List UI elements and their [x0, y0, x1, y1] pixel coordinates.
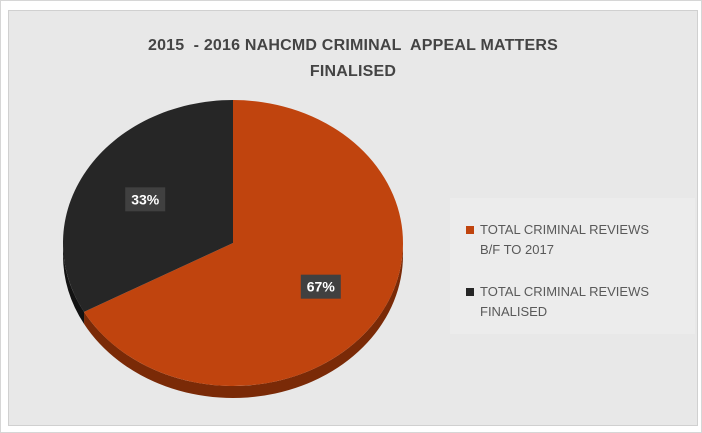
chart-area: 2015 - 2016 NAHCMD CRIMINAL APPEAL MATTE…	[8, 10, 698, 426]
legend-item-reviews-bf: TOTAL CRIMINAL REVIEWS B/F TO 2017	[466, 220, 690, 260]
pie-slice-reviews-finalised-label-box	[125, 187, 166, 212]
legend-label-reviews-bf: TOTAL CRIMINAL REVIEWS B/F TO 2017	[480, 222, 650, 257]
chart-title: 2015 - 2016 NAHCMD CRIMINAL APPEAL MATTE…	[9, 33, 697, 85]
pie-slice-reviews-finalised-side	[63, 243, 85, 324]
legend-label-reviews-finalised: TOTAL CRIMINAL REVIEWS FINALISED	[480, 284, 650, 319]
legend-swatch-reviews-bf	[466, 226, 474, 234]
pie-chart: 67% 33%	[63, 100, 403, 399]
chart-title-line-1: 2015 - 2016 NAHCMD CRIMINAL APPEAL MATTE…	[147, 37, 559, 54]
legend-swatch-reviews-finalised	[466, 288, 474, 296]
chart-title-line-2: FINALISED	[309, 63, 397, 80]
pie-slice-reviews-bf-label-box	[300, 274, 341, 299]
pie-slice-reviews-finalised-data-label: 33%	[131, 191, 160, 207]
legend-item-reviews-finalised: TOTAL CRIMINAL REVIEWS FINALISED	[466, 282, 690, 322]
pie-slice-reviews-bf	[84, 100, 403, 387]
legend: TOTAL CRIMINAL REVIEWS B/F TO 2017 TOTAL…	[450, 198, 695, 334]
pie-slice-reviews-bf-data-label: 67%	[307, 279, 336, 295]
